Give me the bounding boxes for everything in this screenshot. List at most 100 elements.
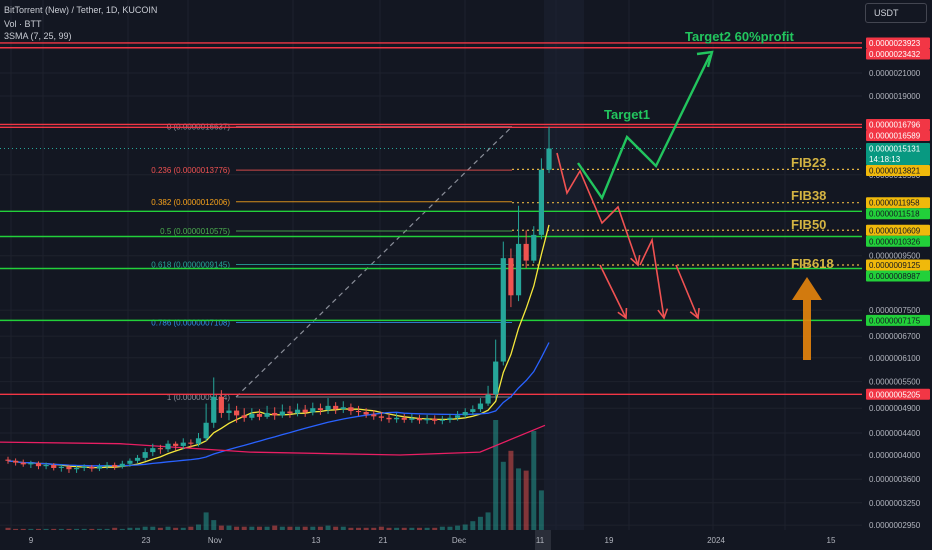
- candles: [5, 126, 552, 473]
- volume-bar: [432, 527, 438, 530]
- volume-bar: [51, 528, 57, 530]
- volume-bar: [127, 527, 133, 530]
- candle-body: [73, 467, 80, 470]
- volume-bar: [226, 525, 232, 530]
- volume-legend: Vol · BTT: [4, 19, 42, 29]
- candle-body: [432, 418, 438, 421]
- candle-body: [355, 411, 362, 413]
- time-axis: 9 23 Nov 13 21 Dec 11 19 2024 15: [0, 530, 932, 550]
- candle-body: [180, 442, 186, 446]
- fib-level-label: 1 (0.0000005144): [167, 393, 231, 402]
- volume-bar: [218, 525, 224, 530]
- volume-bar: [493, 420, 499, 530]
- volume-bar: [340, 526, 346, 530]
- horizontal-levels: [0, 42, 862, 395]
- volume-bar: [43, 528, 49, 530]
- price-tag-text: 0.0000016796: [869, 120, 921, 129]
- price-tag: [866, 37, 930, 49]
- volume-bar: [81, 528, 87, 530]
- fib-level-label: 0.786 (0.0000007108): [151, 319, 230, 328]
- candle-body: [249, 413, 255, 418]
- candle-body: [5, 459, 11, 461]
- volume-bar: [74, 528, 80, 530]
- candle-body: [287, 411, 293, 414]
- candle-body: [325, 405, 331, 411]
- volume-bar: [150, 526, 156, 530]
- fib23-label: FIB23: [791, 155, 826, 170]
- candle-body: [256, 413, 263, 417]
- candle-body: [89, 466, 95, 469]
- price-tag: [866, 48, 930, 60]
- candle-body: [546, 148, 552, 170]
- volume-bar: [157, 527, 163, 530]
- price-tag: [866, 314, 930, 326]
- volume-bar: [302, 526, 308, 530]
- candle-body: [35, 463, 42, 467]
- price-axis-label: 0.0000004000: [869, 451, 921, 460]
- price-tag: [866, 208, 930, 220]
- candle-body: [13, 460, 19, 463]
- volume-bar: [66, 528, 72, 530]
- volume-bar: [20, 528, 26, 530]
- drop-path: [675, 264, 699, 319]
- volume-bar: [13, 528, 19, 530]
- drop-path: [639, 237, 665, 319]
- price-tag-text: 0.0000013821: [869, 166, 921, 175]
- price-tag-text: 0.0000008987: [869, 272, 921, 281]
- volume-bar: [516, 468, 522, 530]
- volume-bar: [523, 470, 529, 530]
- volume-bar: [272, 525, 278, 530]
- volume-bar: [96, 528, 102, 530]
- price-tag-text: 0.0000023432: [869, 50, 921, 59]
- candle-body: [51, 464, 57, 468]
- target1-label: Target1: [604, 107, 650, 122]
- price-tag-text: 0.0000009125: [869, 261, 921, 270]
- time-axis-label: Dec: [452, 536, 466, 545]
- drop-path: [599, 264, 627, 319]
- candle-body: [531, 234, 537, 261]
- volume-bar: [135, 527, 141, 530]
- annotations: Target2 60%profit Target1 FIB23 FIB38 FIB50 F…: [556, 29, 834, 360]
- price-axis-label: 0.0000002950: [869, 521, 921, 530]
- fib-level-label: 0.382 (0.0000012006): [151, 198, 230, 207]
- volume-bar: [424, 527, 430, 530]
- price-tag: [866, 235, 930, 247]
- price-tag-text: 0.0000011958: [869, 199, 920, 208]
- time-axis-bg: [0, 530, 932, 550]
- price-tag: [866, 259, 930, 271]
- symbol-title: BitTorrent (New) / Tether, 1D, KUCOIN: [4, 5, 158, 15]
- fib38-label: FIB38: [791, 188, 826, 203]
- candle-body: [401, 417, 407, 420]
- candle-body: [454, 415, 461, 418]
- candle-body: [348, 407, 354, 412]
- time-axis-label: 9: [29, 536, 34, 545]
- price-tag-countdown: 14:18:13: [869, 155, 901, 164]
- price-tag: [866, 118, 930, 130]
- volume-bar: [287, 526, 293, 530]
- volume-bar: [112, 527, 118, 530]
- candle-body: [173, 443, 179, 446]
- candle-body: [134, 457, 141, 461]
- volume-bar: [455, 525, 461, 530]
- candle-body: [340, 407, 346, 410]
- drop-path: [556, 152, 639, 266]
- price-tag-text: 0.0000005205: [869, 390, 921, 399]
- time-axis-label: 15: [827, 536, 836, 545]
- candle-body: [28, 463, 34, 465]
- volume-bar: [180, 527, 186, 530]
- price-tag: [866, 142, 930, 165]
- price-tag-text: 0.0000015131: [869, 144, 921, 153]
- candle-body: [195, 438, 202, 444]
- candle-body: [500, 258, 506, 362]
- volume-bar: [333, 526, 339, 530]
- fib-level-label: 0.5 (0.0000010575): [160, 227, 230, 236]
- candle-body: [302, 409, 308, 413]
- price-tag-text: 0.0000016589: [869, 131, 921, 140]
- fib-level-label: 0.236 (0.0000013776): [151, 166, 230, 175]
- candle-body: [310, 408, 316, 413]
- volume-bar: [470, 521, 476, 530]
- target-path: [577, 54, 712, 201]
- currency-selector[interactable]: USDT: [865, 3, 927, 23]
- fib-retracement: 0 (0.0000016637)0.236 (0.0000013776)0.38…: [151, 123, 513, 402]
